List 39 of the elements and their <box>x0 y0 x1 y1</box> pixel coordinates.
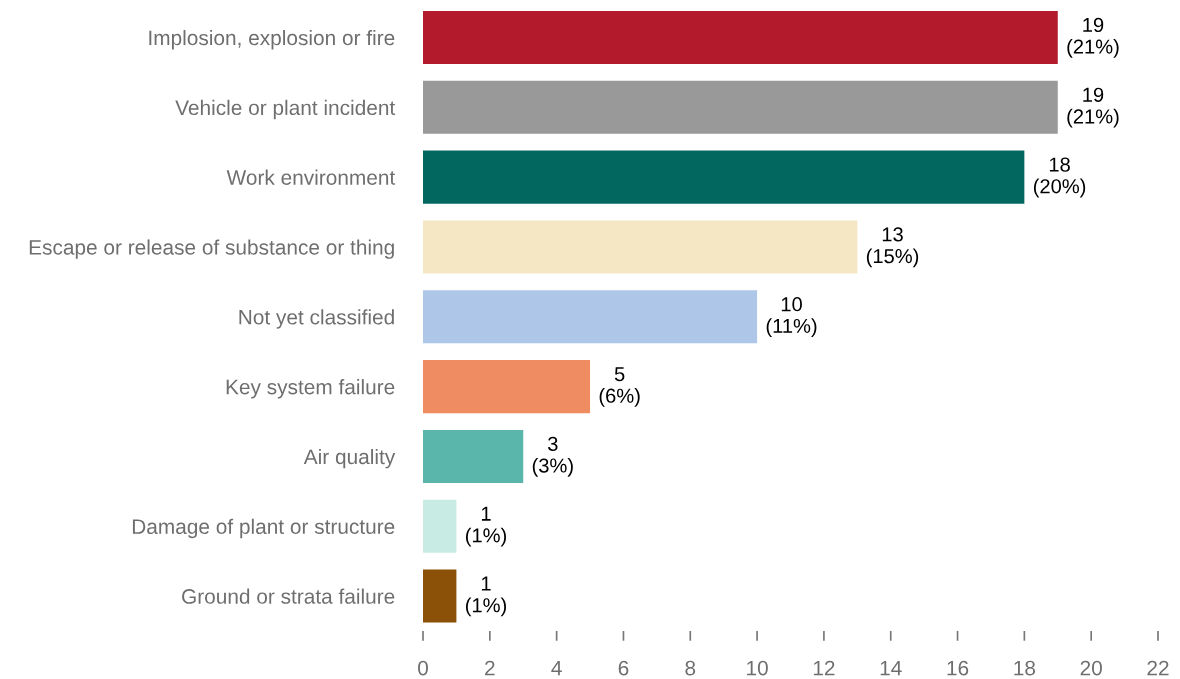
x-tick-label: 6 <box>618 660 629 676</box>
y-tick-label: Air quality <box>303 448 396 469</box>
x-tick-label: 2 <box>485 660 495 676</box>
x-tick-label: 12 <box>813 660 835 676</box>
bar <box>423 10 1058 65</box>
bar <box>423 290 758 344</box>
bar <box>423 569 457 623</box>
y-tick-label: Key system failure <box>226 379 395 399</box>
y-tick-label: Implosion, explosion or fire <box>149 29 395 50</box>
x-tick-label: 10 <box>747 660 768 676</box>
data-label: 13 (15%) <box>866 227 919 268</box>
bar <box>423 80 1058 134</box>
x-tick-label: 0 <box>418 660 428 676</box>
data-label: 5 (6%) <box>599 367 640 407</box>
bar <box>423 360 591 414</box>
x-tick-label: 20 <box>1080 660 1102 676</box>
data-label: 10 (11%) <box>766 297 817 338</box>
x-tick-label: 8 <box>685 660 696 676</box>
x-tick-label: 16 <box>947 660 969 676</box>
y-tick-label: Damage of plant or structure <box>132 518 395 539</box>
bar <box>423 150 1025 204</box>
data-label: 18 (20%) <box>1033 157 1086 198</box>
data-label: 19 (21%) <box>1067 17 1119 58</box>
x-tick-label: 22 <box>1147 660 1169 676</box>
y-tick-label: Work environment <box>226 169 396 185</box>
y-tick-label: Not yet classified <box>239 309 394 329</box>
y-tick-label: Ground or strata failure <box>182 588 395 604</box>
bar <box>423 499 457 553</box>
y-tick-label: Escape or release of substance or thing <box>29 239 394 259</box>
data-label: 1 (1%) <box>465 506 507 547</box>
y-tick-label: Vehicle or plant incident <box>175 99 396 120</box>
data-label: 3 (3%) <box>532 436 573 477</box>
data-label: 19 (21%) <box>1067 87 1119 128</box>
x-tick-label: 4 <box>551 660 562 676</box>
x-tick-label: 14 <box>880 660 902 676</box>
bar <box>423 429 524 483</box>
data-label: 1 (1%) <box>465 576 507 617</box>
x-tick-label: 18 <box>1014 660 1036 676</box>
bar <box>423 220 858 274</box>
